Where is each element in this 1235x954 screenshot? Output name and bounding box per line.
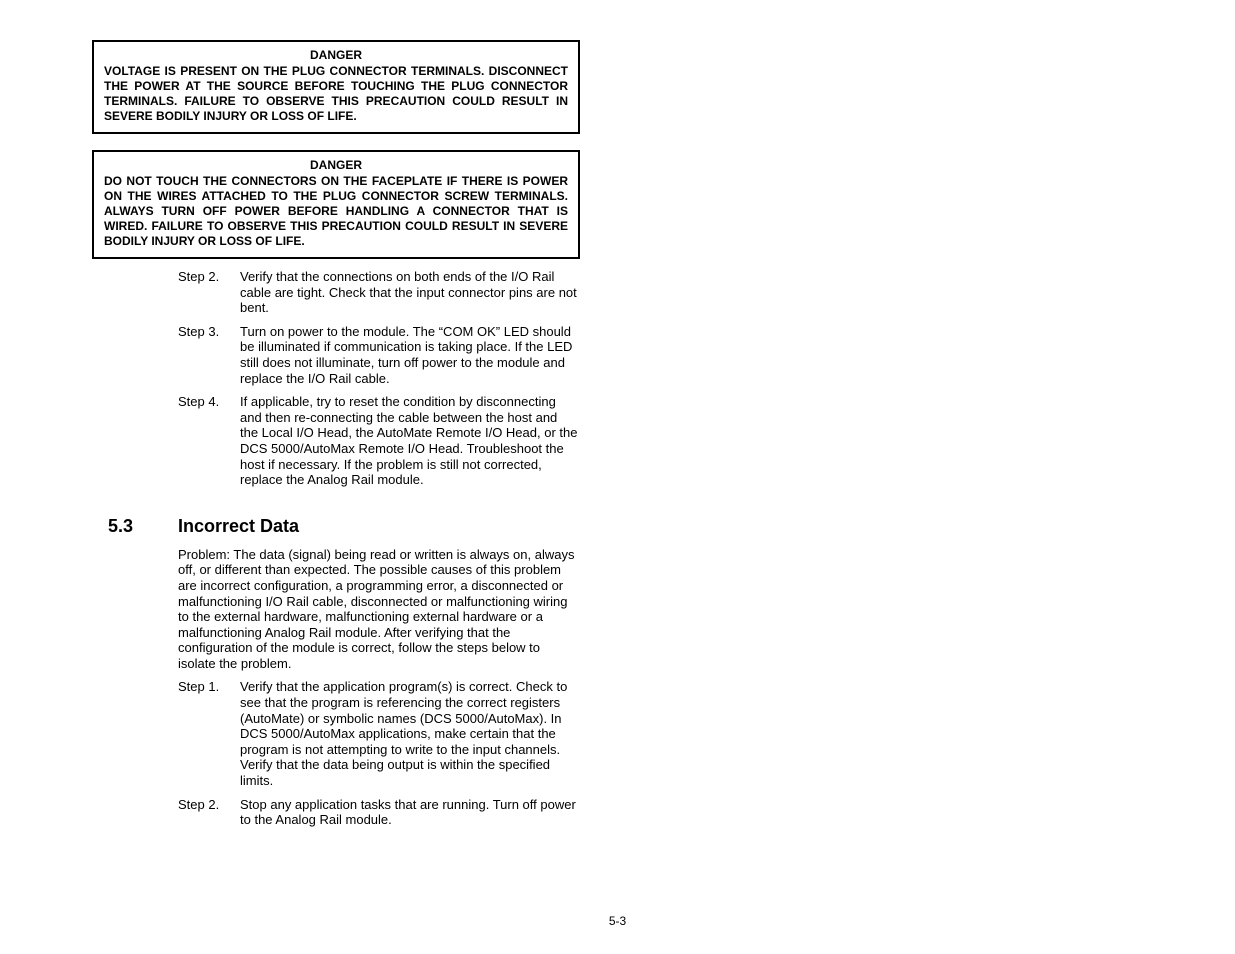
section-title: Incorrect Data [178, 516, 299, 537]
step-text: Stop any application tasks that are runn… [240, 797, 578, 828]
section-heading: 5.3 Incorrect Data [108, 516, 1235, 537]
step-label: Step 4. [178, 394, 240, 488]
problem-paragraph: Problem: The data (signal) being read or… [178, 547, 578, 672]
step-text: If applicable, try to reset the conditio… [240, 394, 578, 488]
step-label: Step 2. [178, 797, 240, 828]
danger-box-1: DANGER VOLTAGE IS PRESENT ON THE PLUG CO… [92, 40, 580, 134]
step-label: Step 2. [178, 269, 240, 316]
step-text: Verify that the application program(s) i… [240, 679, 578, 788]
page: DANGER VOLTAGE IS PRESENT ON THE PLUG CO… [0, 0, 1235, 954]
step-text: Verify that the connections on both ends… [240, 269, 578, 316]
step-row: Step 4. If applicable, try to reset the … [178, 394, 578, 488]
danger-text: VOLTAGE IS PRESENT ON THE PLUG CONNECTOR… [104, 64, 568, 124]
step-list-b: Step 1. Verify that the application prog… [178, 679, 578, 827]
step-row: Step 2. Stop any application tasks that … [178, 797, 578, 828]
page-number: 5-3 [0, 914, 1235, 928]
danger-title: DANGER [104, 158, 568, 172]
step-row: Step 3. Turn on power to the module. The… [178, 324, 578, 386]
step-list-a: Step 2. Verify that the connections on b… [178, 269, 578, 488]
step-row: Step 2. Verify that the connections on b… [178, 269, 578, 316]
danger-title: DANGER [104, 48, 568, 62]
danger-box-2: DANGER DO NOT TOUCH THE CONNECTORS ON TH… [92, 150, 580, 259]
step-text: Turn on power to the module. The “COM OK… [240, 324, 578, 386]
section-number: 5.3 [108, 516, 178, 537]
danger-text: DO NOT TOUCH THE CONNECTORS ON THE FACEP… [104, 174, 568, 249]
step-row: Step 1. Verify that the application prog… [178, 679, 578, 788]
step-label: Step 1. [178, 679, 240, 788]
step-label: Step 3. [178, 324, 240, 386]
